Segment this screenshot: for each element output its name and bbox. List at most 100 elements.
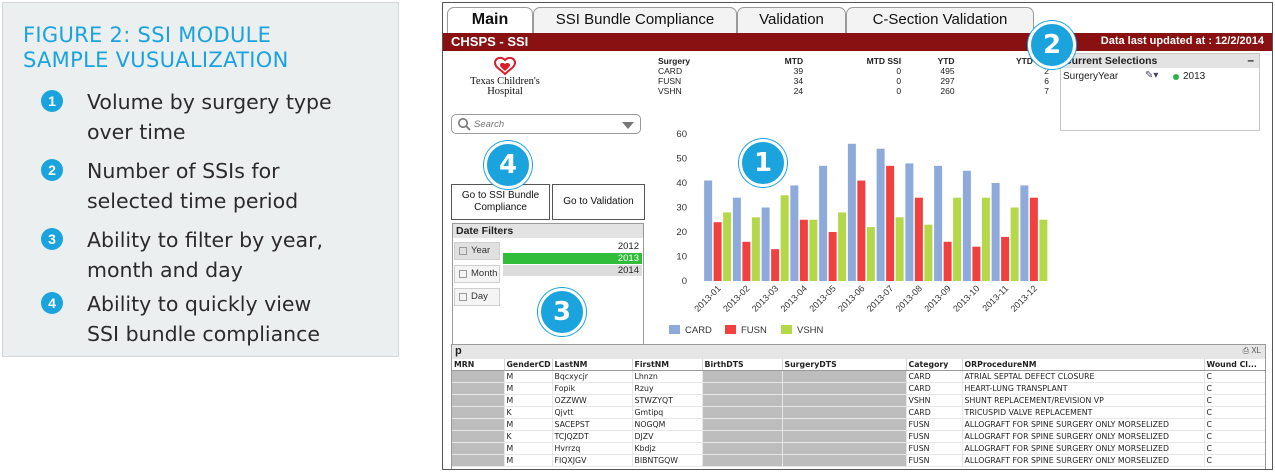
col-wound-class[interactable]: Wound Cl...: [1204, 359, 1265, 371]
table-cell: STWZYQT: [632, 394, 703, 407]
bar-vshn-2013-10: [981, 197, 990, 281]
table-cell: FUSN: [906, 418, 963, 431]
year-list-item[interactable]: 2014: [503, 265, 642, 276]
table-cell: C: [1204, 454, 1265, 467]
col-mrn[interactable]: MRN: [452, 359, 505, 371]
legend-text: Number of SSIs for selected time period: [87, 159, 299, 213]
bar-fusn-2013-07: [886, 165, 895, 281]
summary-col-mtd[interactable]: MTD: [784, 55, 804, 66]
calendar-icon: [459, 270, 467, 278]
bar-fusn-2013-06: [857, 180, 866, 281]
summary-col-ytd[interactable]: YTD: [937, 55, 955, 66]
legend-swatch-vshn: [781, 325, 792, 334]
bar-vshn-2013-05: [838, 212, 847, 281]
table-cell: CARD: [906, 406, 963, 419]
bar-card-2013-12: [1020, 185, 1029, 281]
eraser-icon[interactable]: ✎▾: [1145, 70, 1159, 81]
tab-ssi-bundle-compliance[interactable]: SSI Bundle Compliance: [533, 7, 737, 33]
bar-fusn-2013-08: [914, 197, 923, 281]
summary-col-mtd-ssi[interactable]: MTD SSI: [866, 55, 902, 66]
col-procedure[interactable]: ORProcedureNM: [962, 359, 1205, 371]
go-to-ssi-bundle-compliance-button[interactable]: Go to SSI Bundle Compliance: [451, 184, 550, 220]
table-cell: [702, 442, 783, 455]
filter-month-button[interactable]: Month: [454, 265, 500, 283]
table-row[interactable]: K TCJQZDT DJZV FUSN ALLOGRAFT FOR SPINE SURG…: [452, 430, 1265, 443]
selected-dot-icon: [1173, 74, 1179, 80]
table-row[interactable]: M Bqcxycjr Lhnzn CARD ATRIAL SEPTAL DEFECT C…: [452, 370, 1265, 383]
search-input[interactable]: [474, 117, 614, 131]
table-cell: [782, 430, 907, 443]
y-tick-label: 0: [682, 276, 687, 287]
x-tick-label: 2013-09: [922, 283, 952, 313]
table-cell: M: [504, 382, 553, 395]
col-last-name[interactable]: LastNM: [552, 359, 633, 371]
table-cell: SACEPST: [552, 418, 633, 431]
year-list-item[interactable]: 2012: [617, 241, 639, 252]
ssi-summary-table: Surgery MTD MTD SSI YTD YTD SSI CARD 39 0 4…: [656, 55, 1051, 97]
minimize-button[interactable]: –: [1247, 53, 1254, 67]
table-cell: C: [1204, 442, 1265, 455]
table-cell: Hvrrzq: [552, 442, 633, 455]
table-cell: FUSN: [906, 430, 963, 443]
table-row[interactable]: M OZZWW STWZYQT VSHN SHUNT REPLACEMENT/REVIS…: [452, 394, 1265, 407]
tab-c-section-validation[interactable]: C-Section Validation: [846, 7, 1034, 33]
x-tick-label: 2013-06: [836, 283, 866, 313]
table-row[interactable]: M FIQXJGV BIBNTGQW FUSN ALLOGRAFT FOR SPINE …: [452, 454, 1265, 467]
col-surgery-date[interactable]: SurgeryDTS: [782, 359, 907, 371]
col-gender[interactable]: GenderCD: [504, 359, 553, 371]
col-category[interactable]: Category: [906, 359, 963, 371]
table-cell: [452, 454, 505, 467]
summary-col-surgery[interactable]: Surgery: [658, 55, 691, 66]
table-cell: [782, 370, 907, 383]
filter-year-button[interactable]: Year: [454, 242, 500, 260]
table-cell: C: [1204, 382, 1265, 395]
filter-day-button[interactable]: Day: [454, 288, 500, 306]
chevron-down-icon[interactable]: [622, 122, 634, 129]
year-list-item-selected[interactable]: 2013: [503, 253, 642, 264]
table-cell: FUSN: [906, 442, 963, 455]
summary-row[interactable]: FUSN 34 0 297 6: [658, 76, 1049, 86]
summary-col-ytd-ssi[interactable]: YTD SSI: [1015, 55, 1049, 66]
bar-card-2013-10: [962, 170, 971, 281]
summary-row[interactable]: VSHN 24 0 260 7: [658, 86, 1049, 96]
table-cell: ALLOGRAFT FOR SPINE SURGERY ONLY MORSELI…: [962, 430, 1205, 443]
col-first-name[interactable]: FirstNM: [632, 359, 703, 371]
x-tick-label: 2013-05: [807, 283, 837, 313]
table-cell: C: [1204, 430, 1265, 443]
bar-card-2013-09: [934, 165, 943, 281]
table-row[interactable]: M SACEPST NOGQM FUSN ALLOGRAFT FOR SPINE SUR…: [452, 418, 1265, 431]
table-row[interactable]: M Hvrrzq Kbdjz FUSN ALLOGRAFT FOR SPINE SURG…: [452, 442, 1265, 455]
selection-row[interactable]: SurgeryYear ✎▾ 2013: [1061, 68, 1259, 82]
table-cell: Fopik: [552, 382, 633, 395]
figure-title: FIGURE 2: SSI MODULE SAMPLE VUSUALIZATIO…: [23, 23, 383, 73]
summary-row[interactable]: CARD 39 0 495 2: [658, 66, 1049, 76]
export-icon[interactable]: ⎙ XL: [1242, 346, 1261, 355]
col-birth-date[interactable]: BirthDTS: [702, 359, 783, 371]
bar-card-2013-07: [876, 148, 885, 281]
legend-item-2: 2 Number of SSIs for selected time period: [41, 156, 386, 216]
table-cell: [702, 406, 783, 419]
tab-main[interactable]: Main: [447, 7, 533, 33]
table-cell: [702, 454, 783, 467]
table-cell: C: [1204, 418, 1265, 431]
legend-item-1: 1 Volume by surgery type over time: [41, 87, 386, 147]
table-row[interactable]: M Fopik Rzuy CARD HEART-LUNG TRANSPLANT C: [452, 382, 1265, 395]
go-to-validation-button[interactable]: Go to Validation: [552, 184, 645, 220]
bar-card-2013-05: [819, 165, 828, 281]
table-cell: [782, 394, 907, 407]
table-cell: HEART-LUNG TRANSPLANT: [962, 382, 1205, 395]
x-tick-label: 2013-08: [894, 283, 924, 313]
current-selections-title: Current Selections: [1064, 55, 1158, 67]
table-panel-header: p ⎙ XL: [452, 345, 1265, 359]
qlik-app-window: Main SSI Bundle Compliance Validation C-…: [442, 2, 1273, 470]
bar-vshn-2013-11: [1010, 207, 1019, 281]
table-header-row: MRN GenderCD LastNM FirstNM BirthDTS Sur…: [452, 359, 1265, 371]
legend-number: 1: [41, 90, 63, 112]
search-box[interactable]: [451, 114, 641, 134]
table-row[interactable]: K Qjvtt Gmtipq CARD TRICUSPID VALVE REPLACEM…: [452, 406, 1265, 419]
tab-validation[interactable]: Validation: [737, 7, 846, 33]
bar-vshn-2013-02: [751, 217, 760, 281]
table-cell: [452, 430, 505, 443]
table-panel-title: p: [455, 345, 462, 357]
patient-table-panel: p ⎙ XL MRN GenderCD LastNM FirstNM Birth…: [451, 344, 1266, 469]
